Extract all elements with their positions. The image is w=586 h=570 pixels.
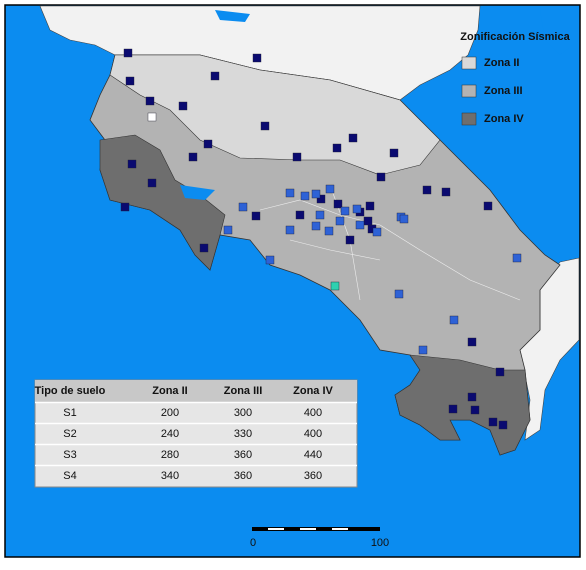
station (145, 96, 155, 106)
station (376, 172, 386, 182)
station (238, 202, 248, 212)
table-cells: Tipo de suelo Zona II Zona III Zona IV S1 200… (35, 385, 357, 482)
station (315, 210, 325, 220)
table-cell: S4 (63, 470, 76, 482)
station (483, 201, 493, 211)
gulf (180, 185, 215, 200)
station (285, 225, 295, 235)
station (363, 216, 373, 226)
scale-label: 0 (250, 537, 256, 549)
table-cell: 440 (304, 449, 322, 461)
station (495, 367, 505, 377)
scale-label: 100 (371, 537, 389, 549)
station (223, 225, 233, 235)
station (448, 404, 458, 414)
station (292, 152, 302, 162)
station (330, 281, 340, 291)
station (512, 253, 522, 263)
station (300, 191, 310, 201)
station (285, 188, 295, 198)
station (418, 345, 428, 355)
station (335, 216, 345, 226)
table-cell: S2 (63, 428, 76, 440)
table-cell: S3 (63, 449, 76, 461)
station (210, 71, 220, 81)
station (355, 220, 365, 230)
station (120, 202, 130, 212)
scale-bar (268, 528, 284, 530)
station (332, 143, 342, 153)
station (498, 420, 508, 430)
legend-label: Zona III (484, 85, 523, 97)
station (203, 139, 213, 149)
station (467, 337, 477, 347)
station (127, 159, 137, 169)
table-cell: 400 (304, 407, 322, 419)
table-cell: 240 (161, 428, 179, 440)
table-header-cell: Tipo de suelo (35, 385, 106, 397)
station (449, 315, 459, 325)
station (311, 189, 321, 199)
station (252, 53, 262, 63)
table-cell: 340 (161, 470, 179, 482)
station (316, 194, 326, 204)
station (422, 185, 432, 195)
table-cell: 360 (234, 470, 252, 482)
station (325, 184, 335, 194)
legend-label: Zona IV (484, 113, 524, 125)
station (352, 204, 362, 214)
table-header-cell: Zona II (152, 385, 187, 397)
table-cell: 200 (161, 407, 179, 419)
table-cell: 360 (234, 449, 252, 461)
station (324, 226, 334, 236)
table-cell: 280 (161, 449, 179, 461)
station (441, 187, 451, 197)
zona-iv (394, 354, 531, 456)
lake (215, 10, 579, 55)
station (467, 392, 477, 402)
legend-title: Zonificación Sísmica (460, 31, 570, 43)
table-header-cell: Zona III (224, 385, 263, 397)
table-header (35, 380, 357, 402)
station (311, 221, 321, 231)
legend-swatch (461, 112, 477, 126)
legend-swatch (461, 84, 477, 98)
table-cell: 400 (304, 428, 322, 440)
zona-iv (99, 134, 226, 271)
stations (120, 48, 522, 430)
scale-bar (332, 528, 348, 530)
station (340, 206, 350, 216)
station (199, 243, 209, 253)
table-cell: S1 (63, 407, 76, 419)
station (333, 199, 343, 209)
station (488, 417, 498, 427)
table-header-cell: Zona IV (293, 385, 333, 397)
station (125, 76, 135, 86)
station (295, 210, 305, 220)
station (178, 101, 188, 111)
table-cell: 330 (234, 428, 252, 440)
table-cell: 300 (234, 407, 252, 419)
station (147, 178, 157, 188)
station (365, 201, 375, 211)
station (389, 148, 399, 158)
legend-label: Zona II (484, 57, 519, 69)
station (345, 235, 355, 245)
station (188, 152, 198, 162)
station (372, 227, 382, 237)
table-cell: 360 (304, 470, 322, 482)
station (260, 121, 270, 131)
station (147, 112, 157, 122)
scale-bar (300, 528, 316, 530)
station (265, 255, 275, 265)
station (399, 214, 409, 224)
zona-ii (109, 54, 441, 176)
station (123, 48, 133, 58)
station (394, 289, 404, 299)
station (348, 133, 358, 143)
station (251, 211, 261, 221)
station (470, 405, 480, 415)
legend-swatch (461, 56, 477, 70)
